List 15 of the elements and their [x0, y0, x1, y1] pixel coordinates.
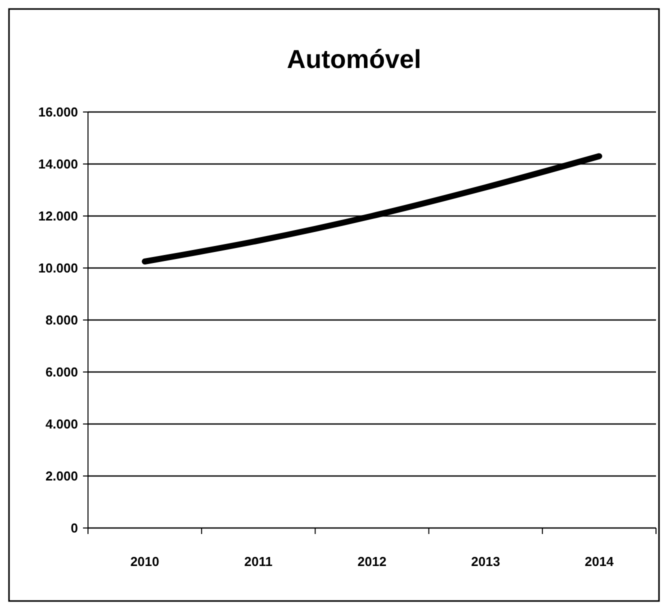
chart-title: Automóvel: [286, 44, 422, 74]
y-tick-label: 12.000: [38, 208, 78, 224]
y-tick-label: 8.000: [45, 312, 78, 328]
y-tick-label: 10.000: [38, 260, 78, 276]
y-tick-label: 14.000: [38, 156, 78, 172]
y-tick-label: 6.000: [45, 364, 78, 380]
y-tick-label: 4.000: [45, 416, 78, 432]
x-tick-label: 2011: [244, 554, 272, 569]
x-tick-label: 2012: [358, 554, 386, 569]
y-tick-label: 16.000: [38, 104, 78, 120]
x-tick-label: 2014: [584, 554, 614, 569]
x-tick-label: 2013: [471, 554, 500, 569]
y-tick-label: 2.000: [45, 468, 78, 484]
x-tick-label: 2010: [130, 554, 160, 569]
y-tick-label: 0: [70, 520, 78, 536]
